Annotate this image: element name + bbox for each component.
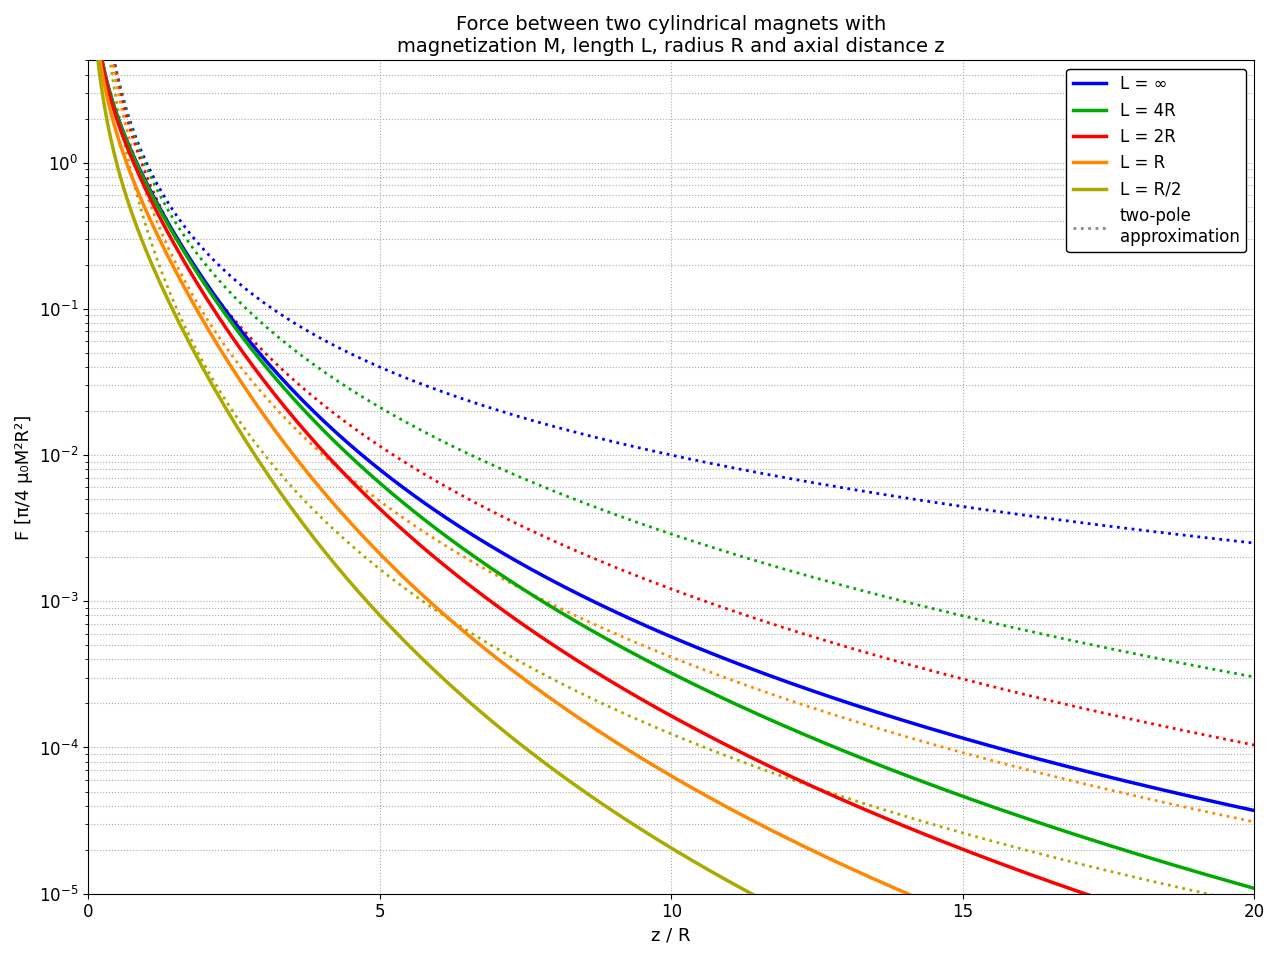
L = 2R (261, 381, 276, 393)
Line: L = 2R: L = 2R (88, 0, 1254, 948)
L = R (133, 193, 148, 204)
L = R (545, 694, 561, 706)
L = R/2 (545, 763, 561, 775)
L = ∞ (963, 734, 978, 746)
L = R (90, 34, 105, 45)
L = 2R (545, 639, 561, 651)
L = 2R (133, 174, 148, 185)
Line: L = R: L = R (88, 0, 1254, 960)
L = R/2 (133, 232, 148, 244)
L = R/2 (90, 47, 105, 59)
L = R (963, 914, 978, 925)
L = ∞ (261, 358, 276, 370)
Y-axis label: F [π/4 μ₀M²R²]: F [π/4 μ₀M²R²] (15, 415, 33, 540)
L = R (261, 417, 276, 428)
L = ∞ (1247, 804, 1262, 816)
L = 2R (1247, 942, 1262, 953)
L = ∞ (668, 633, 684, 644)
L = ∞ (90, 25, 105, 36)
L = R/2 (668, 845, 684, 856)
Line: L = 4R: L = 4R (88, 0, 1254, 888)
L = 2R (668, 712, 684, 724)
Line: L = R/2: L = R/2 (88, 0, 1254, 960)
Line: L = ∞: L = ∞ (88, 0, 1254, 810)
Legend: L = ∞, L = 4R, L = 2R, L = R, L = R/2, two-pole
approximation: L = ∞, L = 4R, L = 2R, L = R, L = R/2, t… (1066, 69, 1247, 252)
L = ∞ (133, 166, 148, 178)
L = 4R (90, 25, 105, 36)
L = 4R (545, 602, 561, 613)
L = 2R (963, 847, 978, 858)
L = R/2 (261, 470, 276, 482)
Title: Force between two cylindrical magnets with
magnetization M, length L, radius R a: Force between two cylindrical magnets wi… (397, 15, 945, 56)
L = 4R (668, 669, 684, 681)
L = 4R (133, 167, 148, 179)
L = R (668, 773, 684, 784)
L = 4R (261, 365, 276, 376)
L = 4R (1247, 882, 1262, 894)
L = 4R (963, 793, 978, 804)
X-axis label: z / R: z / R (652, 927, 691, 945)
L = ∞ (545, 575, 561, 587)
L = 2R (90, 27, 105, 38)
